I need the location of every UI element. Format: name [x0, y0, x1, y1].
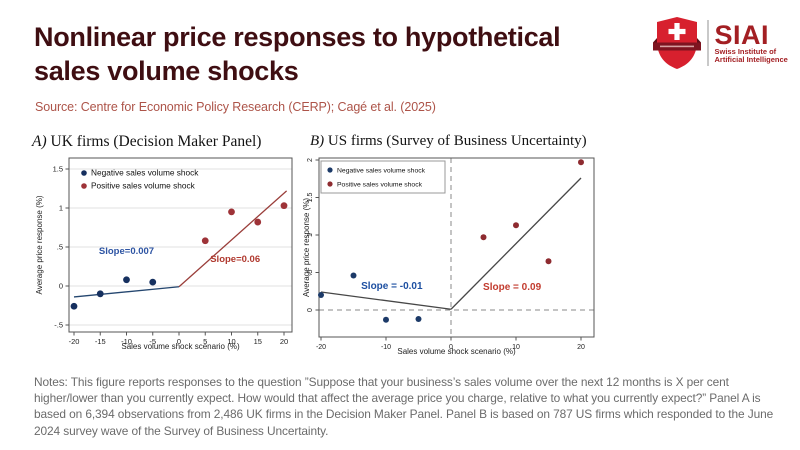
svg-text:0: 0	[307, 308, 314, 312]
logo-acronym: SIAI	[714, 19, 770, 50]
fitted-lines	[73, 190, 288, 298]
page-title-line1: Nonlinear price responses to hypothetica…	[34, 22, 561, 52]
svg-text:-10: -10	[121, 337, 132, 346]
svg-text:Positive sales volume shock: Positive sales volume shock	[91, 181, 196, 191]
page-title: Nonlinear price responses to hypothetica…	[34, 20, 634, 88]
svg-text:2: 2	[307, 158, 314, 162]
series-positive-shock	[480, 159, 584, 265]
slope-annotation: Slope = -0.01	[361, 281, 423, 292]
axis-ticks: -20 -15 -10 -5 0 5 10 15 20 -.5 0 .5 1 1.5	[53, 165, 289, 346]
panel-a-title-prefix: A)	[32, 133, 47, 150]
svg-text:10: 10	[512, 344, 520, 351]
svg-text:-10: -10	[381, 344, 391, 351]
plot-border	[68, 157, 293, 333]
logo-divider	[707, 20, 709, 66]
panel-a-chart: -20 -15 -10 -5 0 5 10 15 20 -.5 0 .5 1 1.5 Sales volum…	[35, 157, 293, 351]
svg-text:10: 10	[227, 337, 235, 346]
svg-text:1.5: 1.5	[53, 165, 63, 174]
y-axis-label: Average price response (%)	[302, 198, 311, 297]
svg-text:Negative sales volume shock: Negative sales volume shock	[337, 168, 426, 175]
svg-text:15: 15	[254, 337, 262, 346]
slope-annotation: Slope=0.007	[99, 246, 154, 257]
logo-subtitle-line2: Artificial Intelligence	[714, 55, 788, 64]
logo-text: SIAI Swiss Institute of Artificial Intel…	[714, 19, 788, 65]
svg-text:1.5: 1.5	[307, 193, 314, 203]
svg-text:0: 0	[59, 282, 63, 291]
svg-text:.5: .5	[57, 243, 63, 252]
panel-b-title-prefix: B)	[310, 133, 325, 149]
svg-text:.5: .5	[307, 269, 314, 275]
legend: Negative sales volume shock Positive sale…	[81, 168, 199, 191]
panel-a-title-rest: UK firms (Decision Maker Panel)	[46, 133, 262, 150]
svg-text:Positive sales volume shock: Positive sales volume shock	[337, 182, 423, 189]
page-title-line2: sales volume shocks	[34, 56, 299, 86]
svg-text:5: 5	[203, 337, 207, 346]
svg-text:0: 0	[177, 337, 181, 346]
axis-ticks: -20 -10 0 10 20 0 .5 1 1.5 2	[307, 158, 585, 351]
svg-text:-.5: -.5	[54, 321, 63, 330]
svg-text:-20: -20	[69, 337, 80, 346]
svg-text:-15: -15	[95, 337, 106, 346]
series-negative-shock	[318, 272, 422, 323]
dashed-reference-lines	[319, 158, 594, 337]
svg-text:-5: -5	[149, 337, 156, 346]
series-positive-shock	[201, 202, 288, 245]
x-axis-label: Sales volume shock scenario (%)	[121, 342, 240, 351]
svg-text:-20: -20	[316, 344, 326, 351]
panel-a-uk-firms: A) UK firms (Decision Maker Panel) -20 -1…	[30, 128, 322, 373]
notes-text: Notes: This figure reports responses to …	[34, 375, 774, 438]
series-negative-shock	[70, 276, 157, 310]
panel-b-us-firms: B) US firms (Survey of Business Uncertai…	[300, 128, 602, 383]
source-line: Source: Centre for Economic Policy Resea…	[35, 100, 436, 114]
svg-text:20: 20	[577, 344, 585, 351]
x-axis-label: Sales volume shock scenario (%)	[397, 347, 516, 356]
panel-b-title: B) US firms (Survey of Business Uncertai…	[310, 133, 587, 150]
swiss-shield-icon	[653, 17, 701, 69]
y-axis-label: Average price response (%)	[35, 195, 44, 294]
panel-b-chart: -20 -10 0 10 20 0 .5 1 1.5 2 Sales volume shock sc…	[302, 157, 595, 356]
slope-annotation: Slope = 0.09	[483, 282, 542, 293]
panel-a-title: A) UK firms (Decision Maker Panel)	[32, 133, 261, 151]
svg-text:Negative sales volume shock: Negative sales volume shock	[91, 168, 199, 178]
logo-subtitle-line1: Swiss Institute of	[714, 46, 777, 56]
svg-text:20: 20	[280, 337, 288, 346]
svg-text:1: 1	[307, 233, 314, 237]
panel-b-title-rest: US firms (Survey of Business Uncertainty…	[324, 133, 587, 149]
siai-logo: SIAI Swiss Institute of Artificial Intel…	[652, 14, 792, 72]
fitted-lines	[320, 177, 582, 310]
slope-annotation: Slope=0.06	[210, 254, 260, 265]
plot-border	[318, 157, 595, 338]
legend: Negative sales volume shock Positive sale…	[320, 160, 446, 194]
svg-text:0: 0	[449, 344, 453, 351]
svg-text:1: 1	[59, 204, 63, 213]
